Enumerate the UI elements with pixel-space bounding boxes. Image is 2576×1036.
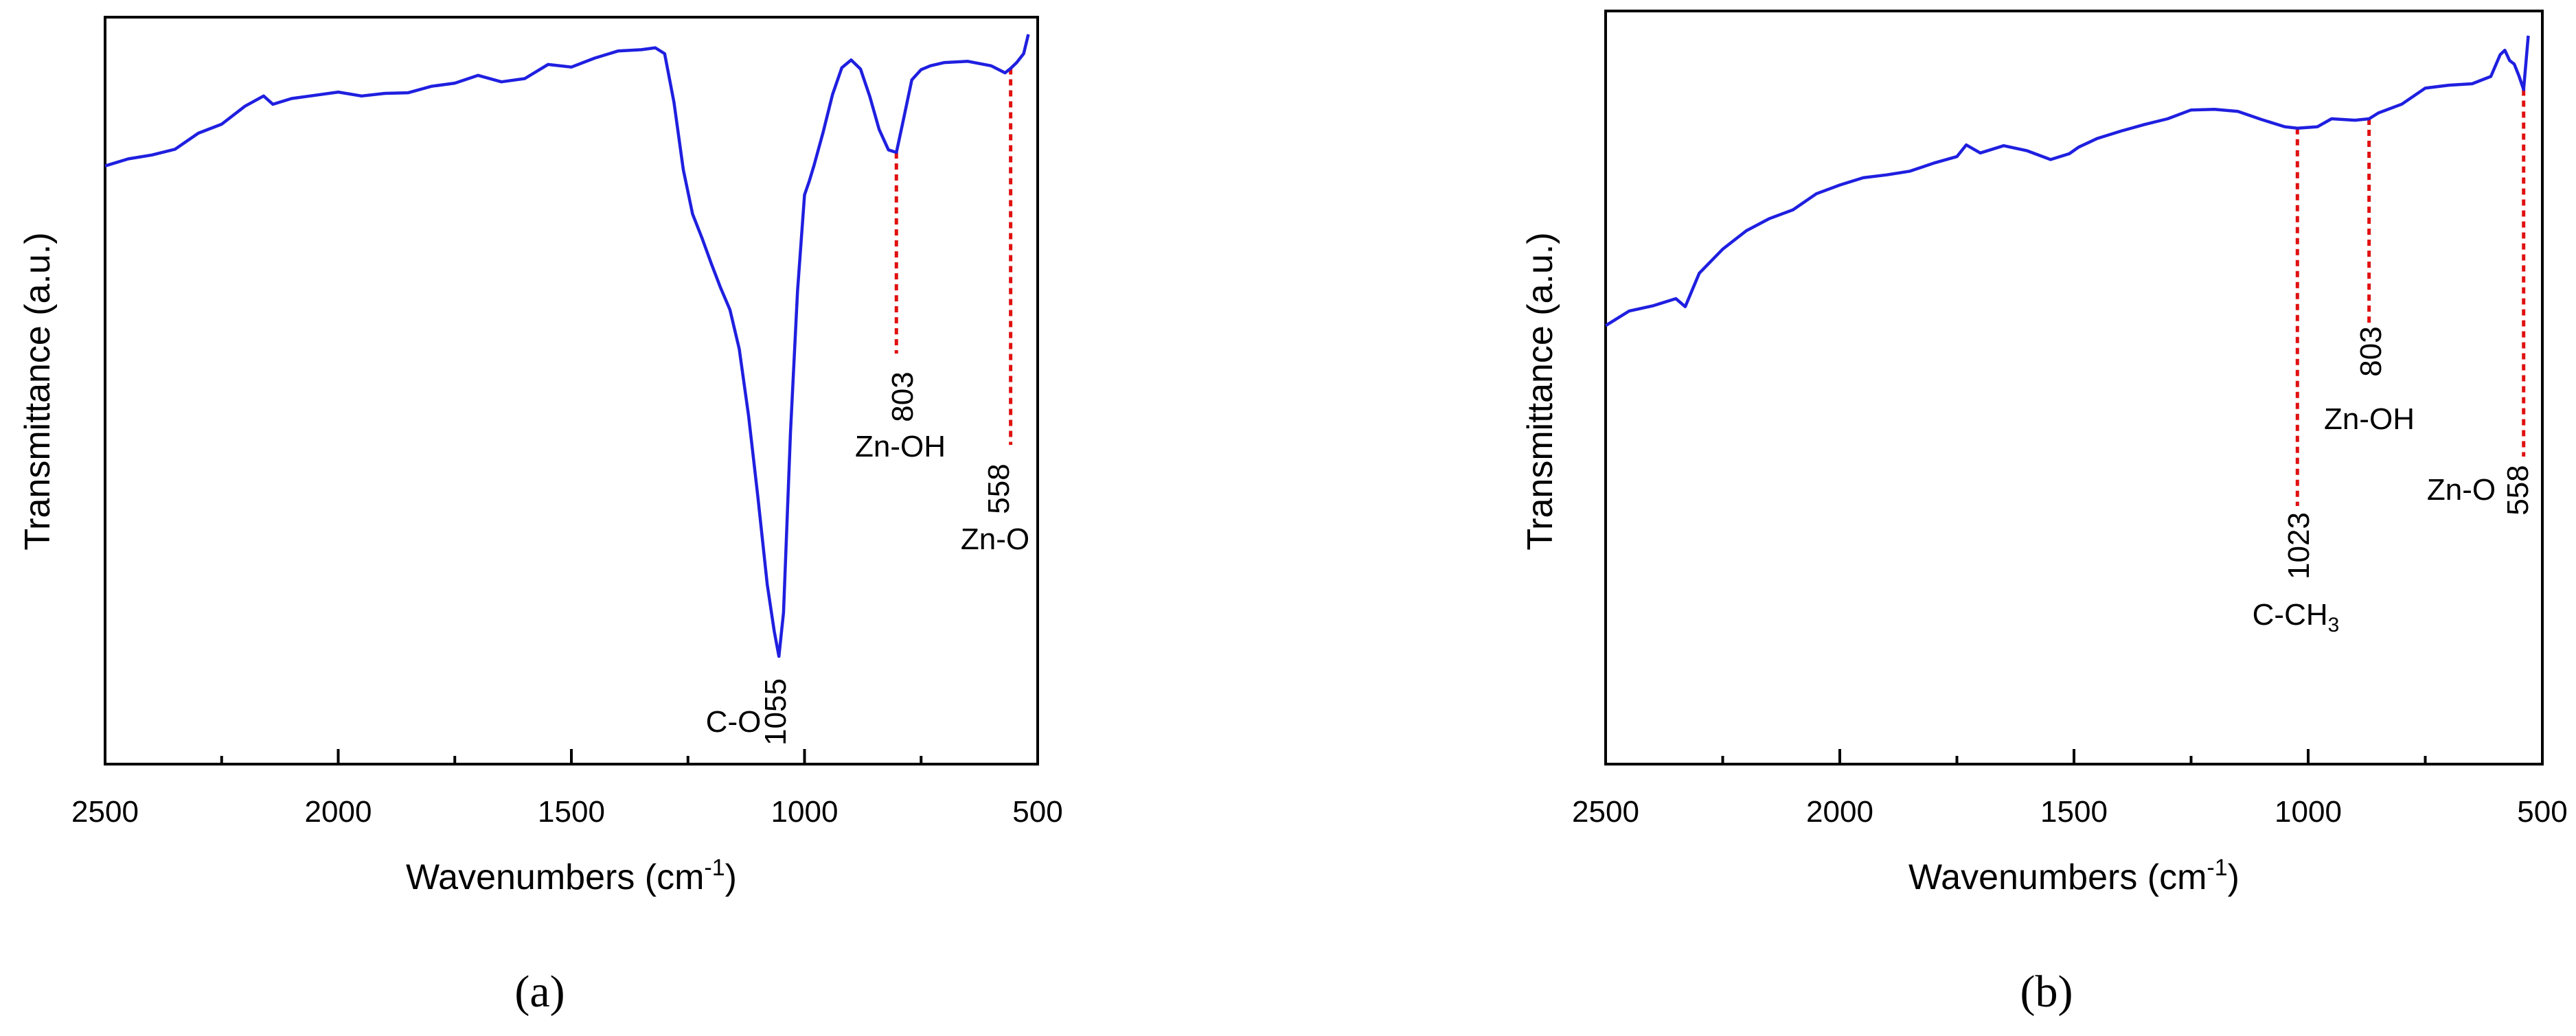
x-axis-title-a: Wavenumbers (cm-1) (406, 855, 737, 897)
chart-panel-a: 2500 2000 1500 1000 500 Wavenumbers (cm-… (18, 16, 1063, 1017)
group-label-zn-o: Zn-O (961, 522, 1029, 556)
y-axis-title-a: Transmittance (a.u.) (18, 232, 58, 550)
peak-label-558: 558 (982, 463, 1016, 514)
group-label-zn-oh: Zn-OH (855, 430, 946, 463)
x-tick-label: 2500 (1572, 795, 1639, 829)
chart-panel-b: 2500 2000 1500 1000 500 Wavenumbers (cm-… (1520, 10, 2568, 1017)
x-tick-label: 1000 (2275, 795, 2342, 829)
x-tick-labels-a: 2500 2000 1500 1000 500 (71, 795, 1063, 829)
x-tick-label: 2500 (71, 795, 139, 829)
peak-label-558: 558 (2501, 465, 2535, 515)
group-label-zn-o: Zn-O (2427, 473, 2496, 507)
x-axis-title-b: Wavenumbers (cm-1) (1908, 855, 2239, 897)
x-tick-label: 2000 (1806, 795, 1873, 829)
group-label-c-ch3: C-CH3 (2253, 598, 2340, 636)
peak-label-1023: 1023 (2282, 512, 2316, 579)
peak-label-803: 803 (886, 371, 920, 422)
x-tick-label: 1500 (538, 795, 605, 829)
x-tick-label: 1000 (771, 795, 839, 829)
x-tick-label: 1500 (2040, 795, 2108, 829)
x-tick-labels-b: 2500 2000 1500 1000 500 (1572, 795, 2568, 829)
peak-markers-a (894, 68, 1013, 445)
x-tick-marks-a (104, 749, 1039, 764)
x-tick-label: 500 (2517, 795, 2567, 829)
peak-annotations-a: 1055 C-O 803 Zn-OH 558 Zn-O (706, 371, 1029, 746)
panel-label-a: (a) (514, 967, 565, 1017)
group-label-c-o: C-O (706, 705, 762, 739)
group-label-zn-oh: Zn-OH (2324, 402, 2415, 436)
peak-annotations-b: 1023 C-CH3 803 Zn-OH 558 Zn-O (2253, 326, 2535, 636)
x-tick-label: 2000 (305, 795, 372, 829)
peak-label-1055: 1055 (759, 678, 793, 746)
x-tick-label: 500 (1012, 795, 1062, 829)
y-axis-title-b: Transmittance (a.u.) (1520, 232, 1560, 550)
panel-label-b: (b) (2020, 967, 2073, 1017)
spectrum-line-a (104, 34, 1030, 658)
x-tick-marks-b (1604, 749, 2544, 764)
peak-markers-b (2295, 89, 2526, 506)
peak-label-803: 803 (2354, 326, 2388, 376)
plot-frame-b (1604, 10, 2544, 766)
spectrum-line-b (1604, 35, 2530, 327)
